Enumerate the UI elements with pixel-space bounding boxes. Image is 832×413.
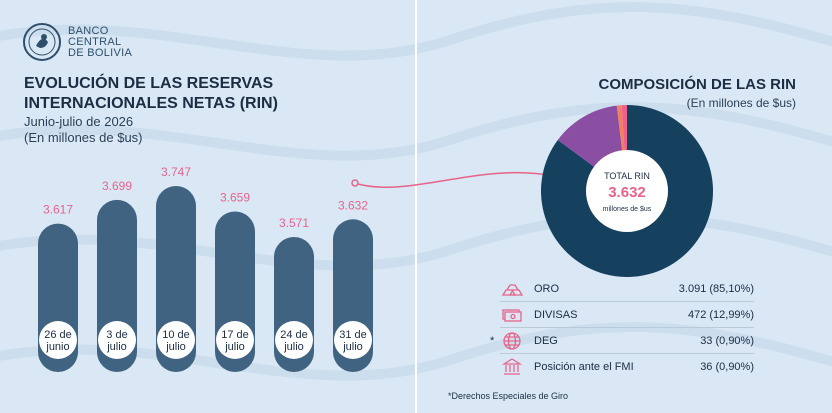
category-label: julio xyxy=(224,341,245,353)
category-label: julio xyxy=(106,341,127,353)
date-badge xyxy=(39,321,77,359)
legend-name: ORO xyxy=(534,282,560,295)
category-label: 10 de xyxy=(162,329,190,341)
category-label: 24 de xyxy=(280,329,308,341)
legend-row-oro: ORO 3.091 (85,10%) xyxy=(500,276,754,301)
legend-value: 3.091 (85,10%) xyxy=(678,282,754,295)
footnote-marker: * xyxy=(490,334,495,347)
logo-line-1: BANCO xyxy=(68,24,109,37)
bank-logo: BANCO CENTRAL DE BOLIVIA xyxy=(22,22,132,62)
total-value: 3.632 xyxy=(608,184,646,201)
donut-slice xyxy=(616,105,625,152)
panel-divider xyxy=(415,0,417,413)
footnote: *Derechos Especiales de Giro xyxy=(448,391,569,401)
bar-value-label: 3.632 xyxy=(338,198,368,212)
legend-name: DIVISAS xyxy=(534,308,578,321)
rin-donut-chart: TOTAL RIN 3.632 millones de $us xyxy=(541,105,713,277)
globe-icon xyxy=(500,331,524,351)
left-title: EVOLUCIÓN DE LAS RESERVAS INTERNACIONALE… xyxy=(24,74,278,114)
bar-value-label: 3.747 xyxy=(161,165,191,179)
category-label: 3 de xyxy=(106,329,127,341)
bar-value-label: 3.571 xyxy=(279,216,309,230)
logo-line-2: CENTRAL xyxy=(68,35,122,48)
legend-row-deg: * DEG 33 (0,90%) xyxy=(490,328,754,353)
right-subtitle: (En millones de $us) xyxy=(686,96,796,110)
category-label: julio xyxy=(165,341,186,353)
category-label: 31 de xyxy=(339,329,367,341)
total-unit: millones de $us xyxy=(603,206,652,213)
category-label: 17 de xyxy=(221,329,249,341)
bank-seal-icon xyxy=(23,23,61,61)
left-subtitle: Junio-julio de 2026 (En millones de $us) xyxy=(24,114,143,146)
right-title: COMPOSICIÓN DE LAS RIN xyxy=(598,76,796,93)
logo-line-3: DE BOLIVIA xyxy=(68,46,133,59)
left-subtitle-line-2: (En millones de $us) xyxy=(24,130,143,145)
legend-value: 36 (0,90%) xyxy=(700,360,754,373)
bar-value-label: 3.659 xyxy=(220,190,250,204)
date-badge xyxy=(98,321,136,359)
date-badge xyxy=(157,321,195,359)
total-label: TOTAL RIN xyxy=(604,171,650,181)
bar-value-label: 3.699 xyxy=(102,179,132,193)
donut-slice xyxy=(557,105,623,168)
left-subtitle-line-1: Junio-julio de 2026 xyxy=(24,114,134,129)
category-label: julio xyxy=(283,341,304,353)
date-badge xyxy=(334,321,372,359)
legend-name: DEG xyxy=(534,334,558,347)
legend-row-fmi: Posición ante el FMI 36 (0,90%) xyxy=(500,354,754,379)
left-title-line-1: EVOLUCIÓN DE LAS RESERVAS xyxy=(24,75,274,92)
category-label: julio xyxy=(342,341,363,353)
bank-building-icon xyxy=(500,357,524,377)
left-title-line-2: INTERNACIONALES NETAS (RIN) xyxy=(24,95,278,112)
banknotes-icon xyxy=(500,305,524,325)
bar-value-label: 3.617 xyxy=(43,203,73,217)
composition-legend: ORO 3.091 (85,10%) DIVISAS 472 (12,99%) … xyxy=(490,276,754,379)
legend-value: 472 (12,99%) xyxy=(687,308,754,321)
date-badge xyxy=(216,321,254,359)
category-label: 26 de xyxy=(44,329,72,341)
donut-center xyxy=(586,150,668,232)
donut-slice xyxy=(541,105,713,277)
donut-slice xyxy=(621,105,627,152)
date-badge xyxy=(275,321,313,359)
legend-name: Posición ante el FMI xyxy=(534,360,634,373)
category-label: junio xyxy=(45,341,69,353)
legend-row-divisas: DIVISAS 472 (12,99%) xyxy=(500,302,754,327)
gold-bars-icon xyxy=(500,279,524,299)
legend-value: 33 (0,90%) xyxy=(700,334,754,347)
